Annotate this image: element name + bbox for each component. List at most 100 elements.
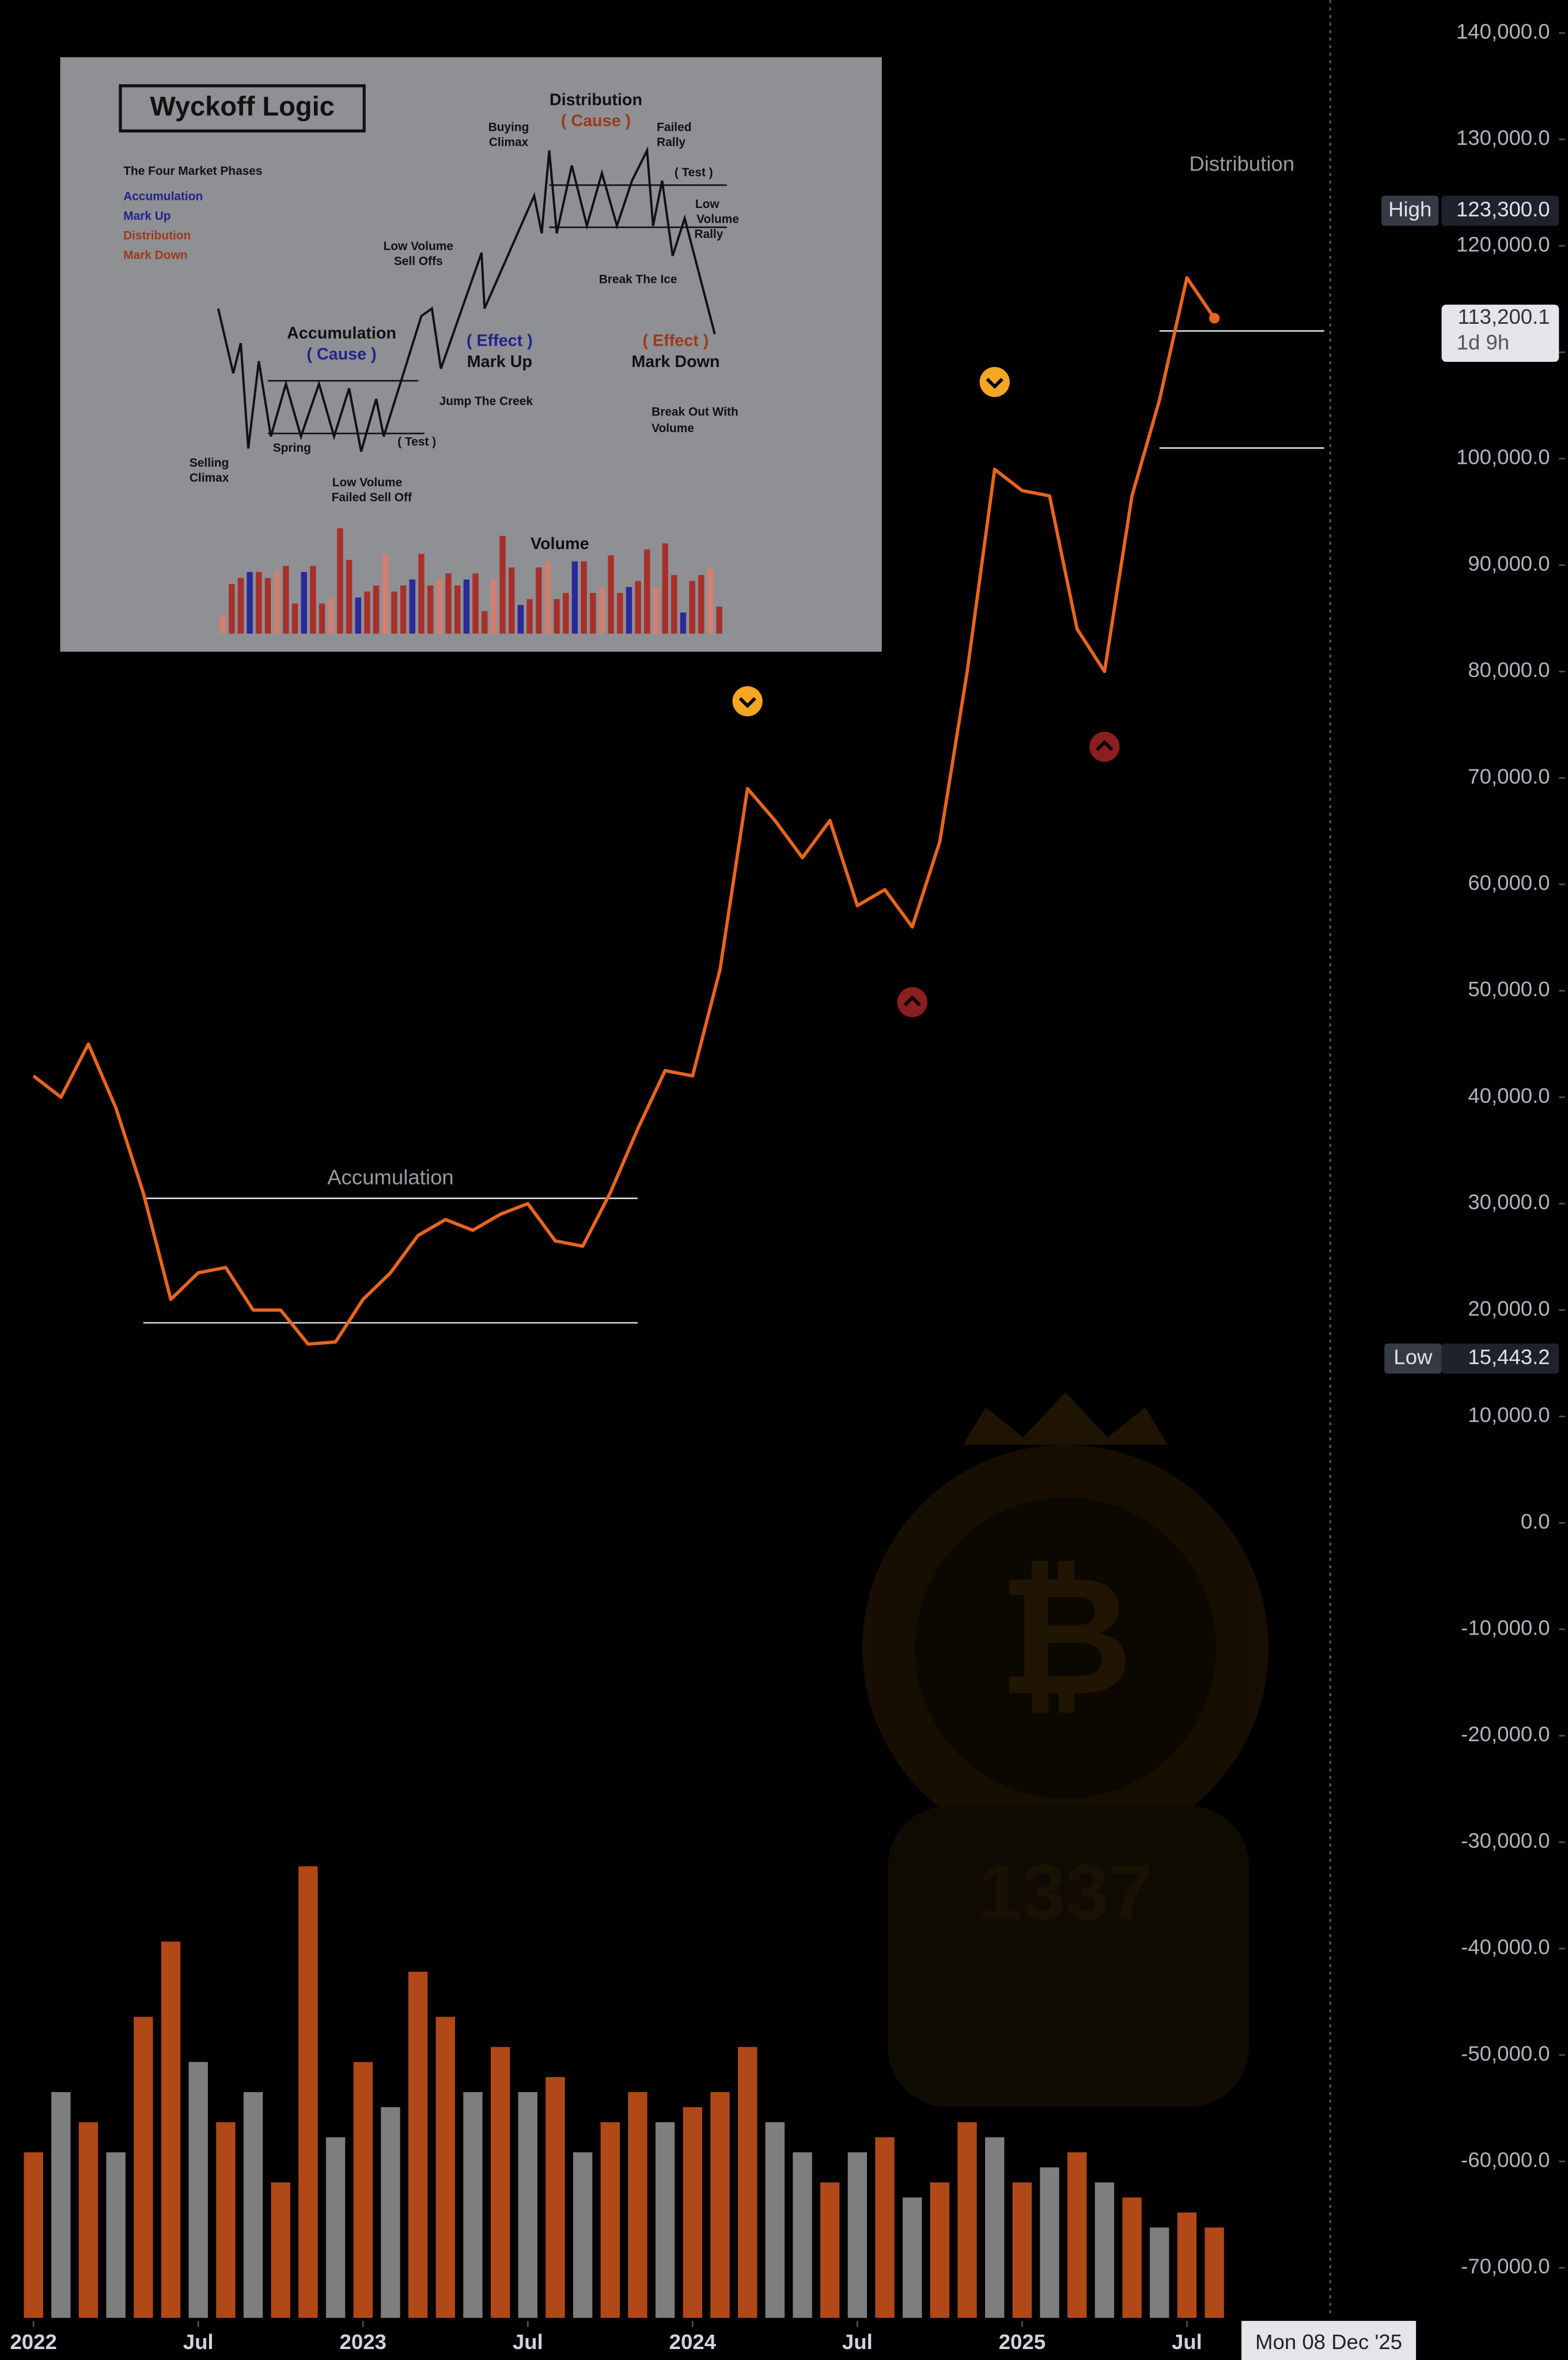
volume-bar	[710, 2092, 730, 2318]
y-tick-label: 50,000.0	[1468, 977, 1550, 1001]
inset-phase: Mark Down	[123, 249, 187, 262]
crosshair-box	[1241, 2321, 1416, 2360]
inset-label: Failed	[657, 121, 691, 134]
volume-bar	[875, 2137, 895, 2318]
inset-volume-bar	[337, 528, 343, 634]
inset-label: Distribution	[550, 91, 642, 109]
inset-volume-bar	[301, 572, 307, 634]
inset-volume-bar	[319, 603, 325, 634]
volume-bar	[820, 2182, 840, 2318]
inset-levels	[267, 184, 727, 434]
volume-bar	[903, 2197, 922, 2318]
inset-volume-bar	[445, 573, 452, 634]
inset-volume-bar	[237, 578, 244, 634]
extreme-tag	[1384, 1343, 1442, 1374]
inset-label: Failed Sell Off	[332, 491, 412, 504]
y-tick-label: 70,000.0	[1468, 765, 1550, 788]
inset-volume	[219, 528, 722, 634]
inset-label: Volume	[652, 422, 694, 435]
inset-volume-bar	[671, 574, 677, 634]
inset-title-box	[119, 84, 366, 133]
volume-bar	[985, 2137, 1005, 2318]
volume-bar	[188, 2062, 208, 2318]
inset-title: Wyckoff Logic	[150, 91, 334, 122]
y-tick-label: 120,000.0	[1456, 232, 1550, 256]
inset-label: Low Volume	[332, 476, 402, 489]
extreme-value-box	[1441, 1343, 1559, 1374]
inset-volume-bar	[499, 535, 506, 634]
inset-label: Climax	[489, 136, 529, 149]
y-tick-label: 80,000.0	[1468, 658, 1550, 682]
inset-volume-bar	[283, 566, 289, 634]
inset-volume-bar	[635, 581, 641, 634]
volume-bar	[600, 2122, 620, 2318]
inset-phase: Mark Up	[123, 210, 171, 223]
inset-phase: Distribution	[123, 229, 191, 243]
y-tick-label: 100,000.0	[1456, 445, 1550, 469]
inset-volume-bar	[716, 606, 722, 634]
extreme-tag-label: High	[1388, 197, 1431, 221]
inset-label: Accumulation	[287, 324, 396, 343]
volume-bar	[847, 2152, 868, 2318]
y-tick-label: 10,000.0	[1468, 1403, 1550, 1427]
volume-bar	[957, 2122, 977, 2318]
inset-volume-bar	[481, 611, 488, 634]
volume-bar	[628, 2092, 647, 2318]
volume-bar	[1012, 2182, 1032, 2318]
last-countdown: 1d 9h	[1457, 330, 1510, 354]
volume-bar	[1150, 2227, 1169, 2318]
inset-volume-bar	[599, 587, 605, 634]
inset-volume-bar	[409, 579, 415, 634]
inset-label: Jump The Creek	[440, 395, 533, 408]
y-tick-label: 60,000.0	[1468, 871, 1550, 895]
volume-bar	[655, 2122, 675, 2318]
inset-volume-bar	[256, 572, 262, 634]
inset-label: Rally	[657, 136, 685, 149]
last-price: 113,200.1	[1458, 305, 1550, 328]
x-tick-label: Jul	[842, 2330, 873, 2354]
inset-label: Rally	[694, 228, 723, 241]
inset-schematic	[217, 146, 716, 452]
volume-bar	[1122, 2197, 1142, 2318]
inset-volume-bar	[508, 567, 515, 634]
inset-volume-bar	[689, 581, 695, 634]
x-tick-label: 2024	[669, 2330, 717, 2354]
inset-label: Mark Up	[467, 353, 532, 371]
inset-label: Mark Down	[631, 353, 719, 371]
y-tick-label: 90,000.0	[1468, 551, 1550, 575]
y-tick-label: -20,000.0	[1461, 1722, 1550, 1746]
volume-bar	[1067, 2152, 1087, 2318]
inset-label: ( Effect )	[467, 332, 533, 350]
volume-bar	[518, 2092, 537, 2318]
inset-volume-bar	[274, 572, 280, 634]
inset-volume-bar	[373, 585, 380, 634]
inset-volume-bar	[590, 593, 596, 634]
wyckoff-inset: Wyckoff Logic The Four Market Phases Acc…	[60, 57, 882, 652]
inset-volume-bar	[617, 593, 623, 634]
inset-volume-bar	[247, 572, 253, 634]
inset-volume-bar	[680, 612, 687, 634]
inset-volume-bar	[517, 605, 524, 634]
volume-bar	[435, 2017, 455, 2318]
volume-bar	[216, 2122, 236, 2318]
signal-chevron	[903, 995, 921, 1007]
inset-volume-bar	[364, 591, 370, 634]
y-tick-label: -30,000.0	[1461, 1829, 1550, 1852]
inset-volume-bar	[662, 543, 668, 634]
inset-label: Low Volume	[384, 240, 453, 253]
y-tick-label: 40,000.0	[1468, 1084, 1550, 1107]
inset-label: Climax	[190, 471, 229, 485]
inset-volume-bar	[355, 597, 361, 634]
volume-bar	[683, 2107, 702, 2318]
range-label: Accumulation	[327, 1165, 453, 1189]
volume-bar	[546, 2077, 565, 2318]
volume-bar	[271, 2182, 290, 2318]
extreme-tag-label: Low	[1393, 1345, 1433, 1369]
inset-volume-bar	[581, 561, 587, 634]
inset-volume-bar	[562, 593, 569, 634]
volume-bar	[737, 2047, 758, 2318]
y-tick-label: -50,000.0	[1461, 2041, 1550, 2065]
watermark-text: 1337	[978, 1848, 1152, 1936]
inset-label: Low	[695, 198, 720, 211]
inset-background	[60, 57, 882, 652]
